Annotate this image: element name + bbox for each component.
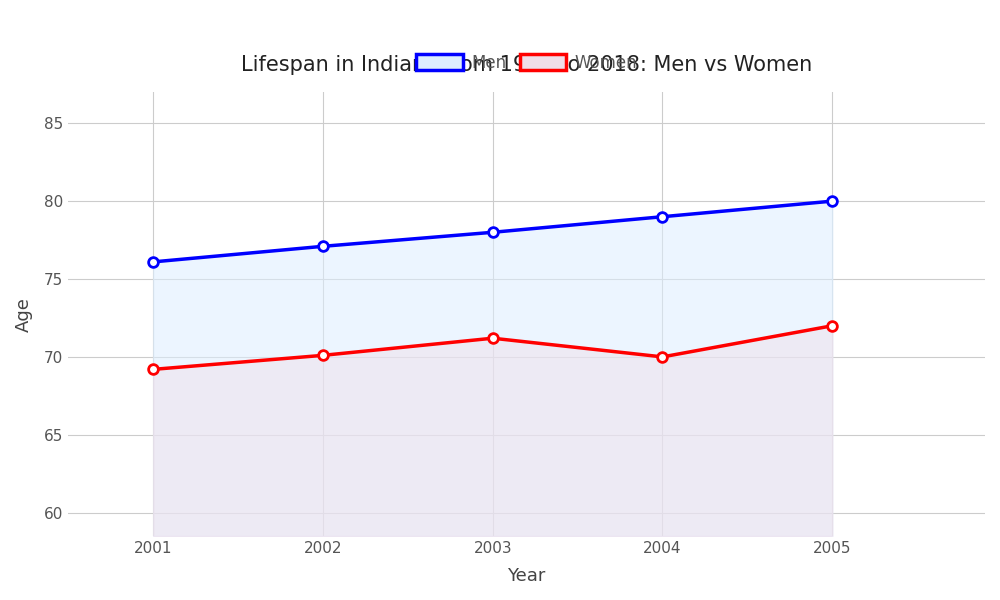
X-axis label: Year: Year	[507, 567, 546, 585]
Legend: Men, Women: Men, Women	[409, 47, 644, 79]
Y-axis label: Age: Age	[15, 296, 33, 332]
Title: Lifespan in Indiana from 1995 to 2018: Men vs Women: Lifespan in Indiana from 1995 to 2018: M…	[241, 55, 812, 75]
